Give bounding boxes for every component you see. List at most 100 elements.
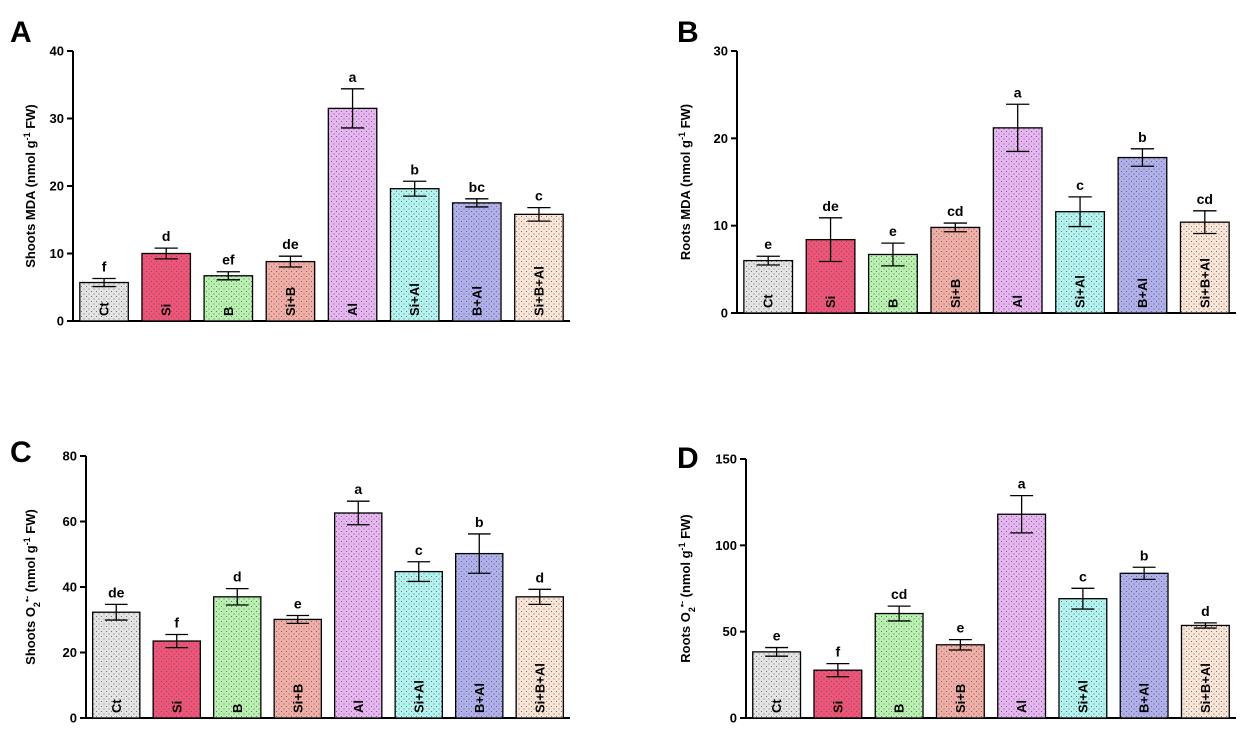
panel-c-significance: a [354, 481, 362, 497]
panel-c-category-label: Si+B [290, 684, 305, 713]
panel-c-error-bar [407, 561, 431, 583]
panel-a-error-bar [527, 206, 551, 222]
panel-a-error-bar [340, 88, 365, 129]
panel-d-category-label: Ct [769, 699, 784, 713]
panel-c-category-label: Si+Al [411, 680, 426, 713]
panel-b-error-bar [881, 242, 905, 267]
panel-a-error-bar [216, 271, 240, 281]
panel-c-bar-dots [515, 596, 564, 719]
panel-a-category-label: Ct [97, 302, 112, 316]
panel-d-significance: d [1201, 603, 1210, 619]
panel-a-significance: ef [222, 252, 235, 268]
panel-d-error-bar [1132, 566, 1156, 580]
panel-b-ytick-label: 0 [721, 306, 728, 321]
panel-d-ytick-label: 50 [723, 624, 737, 639]
panel-d-ytick-label: 0 [730, 711, 737, 726]
panel-a-bar-dots [203, 275, 254, 322]
panel-d-error-bar [826, 662, 850, 678]
panel-b-significance: a [1014, 84, 1022, 100]
panel-b-error-bar [818, 217, 843, 263]
panel-c-bar-dots [394, 570, 443, 719]
panel-a-ytick-label: 30 [50, 111, 64, 126]
panel-d-error-bar [765, 646, 789, 657]
panel-a-significance: de [282, 236, 299, 252]
panel-b-ytick-label: 20 [714, 131, 728, 146]
panel-a-ytick-label: 40 [50, 44, 64, 59]
panel-c-bar-dots [213, 596, 262, 719]
panel-c-error-bar [165, 633, 189, 649]
panel-b-bar-dots [1055, 211, 1106, 314]
panel-a-ylabel: Shoots MDA (nmol g-1 FW) [22, 104, 38, 268]
panel-c-category-label: B [230, 704, 245, 713]
panel-a-significance: c [535, 188, 543, 204]
panel-b-category-label: Ct [761, 294, 776, 308]
panel-a-bar-dots [389, 188, 440, 322]
panel-a-significance: b [410, 161, 419, 177]
panel-a-category-label: B [221, 307, 236, 316]
panel-d-significance: e [956, 620, 964, 636]
panel-a-category-label: B+Al [469, 286, 484, 316]
panel-b-error-bar [756, 255, 780, 266]
panel-d-bar-dots [874, 612, 924, 719]
panel-d-category-label: Al [1014, 700, 1029, 713]
panel-c-ylabel: Shoots O2•- (nmol g-1 FW) [22, 509, 42, 665]
panel-a-bar-dots [141, 252, 192, 322]
panel-c-significance: b [475, 514, 484, 530]
panel-b-bar-dots [992, 127, 1043, 314]
panel-b-category-label: B [885, 299, 900, 308]
panel-d-significance: b [1140, 547, 1149, 563]
panel-c-error-bar [528, 588, 552, 606]
panel-d-ytick-label: 150 [715, 452, 737, 467]
charts-root: A Shoots MDA (nmol g-1 FW) 0 10 20 30 40 f Ct d Si… [10, 16, 1236, 726]
panel-b-significance: c [1076, 177, 1084, 193]
panel-b-category-label: Si [823, 296, 838, 308]
panel-a-category-label: Si+B [283, 287, 298, 316]
panel-c-bar-dots [273, 618, 322, 719]
panel-b-significance: e [889, 223, 897, 239]
panel-d-category-label: Si [830, 701, 845, 713]
panel-d-error-bar [1071, 587, 1095, 610]
panel-a-bar-dots [451, 202, 502, 322]
panel-c-ytick-label: 20 [63, 645, 77, 660]
panel-d-significance: f [836, 644, 841, 660]
panel-b-error-bar [943, 222, 967, 233]
panel-b-error-bar [1068, 196, 1092, 228]
panel-d-bar-dots [752, 651, 802, 719]
panel-d-ytick-label: 100 [715, 538, 737, 553]
panel-d-bar-dots [813, 669, 863, 719]
panel-c-ytick-label: 60 [63, 514, 77, 529]
panel-c-significance: e [294, 595, 302, 611]
panel-a-category-label: Si [159, 304, 174, 316]
panel-b-category-label: Si+Al [1073, 275, 1088, 308]
panel-c-significance: c [415, 542, 423, 558]
panel-a-category-label: Si+B+Al [531, 266, 546, 316]
panel-a-ytick-label: 20 [50, 179, 64, 194]
panel-c-ytick-label: 40 [63, 580, 77, 595]
panel-a-ytick-label: 0 [57, 314, 64, 329]
panel-b-ytick-label: 30 [714, 44, 728, 59]
panel-c-error-bar [286, 614, 310, 625]
panel-c-ytick-label: 80 [63, 449, 77, 464]
panel-c-error-bar [346, 500, 370, 526]
panel-b-error-bar [1130, 148, 1155, 167]
panel-d-significance: cd [891, 586, 907, 602]
panel-b-category-label: Si+B+Al [1197, 258, 1212, 308]
panel-d-significance: a [1018, 476, 1026, 492]
panel-a-error-bar [92, 277, 116, 288]
panel-c-category-label: Al [351, 700, 366, 713]
panel-b-bar-dots [1179, 221, 1230, 314]
panel-a-ytick-label: 10 [50, 246, 64, 261]
panel-d-category-label: Si+B+Al [1198, 663, 1213, 713]
panel-b-error-bar [1006, 103, 1030, 153]
panel-d-category-label: B+Al [1137, 683, 1152, 713]
panel-c-significance: f [174, 614, 179, 630]
panel-c-category-label: Ct [109, 699, 124, 713]
panel-d-bar-dots [1058, 598, 1108, 719]
panel-d-category-label: Si+Al [1075, 680, 1090, 713]
panel-a-category-label: Al [345, 303, 360, 316]
panel-c-bar-dots [152, 640, 201, 719]
panel-b-significance: cd [947, 203, 963, 219]
panel-d-error-bar [948, 638, 972, 651]
